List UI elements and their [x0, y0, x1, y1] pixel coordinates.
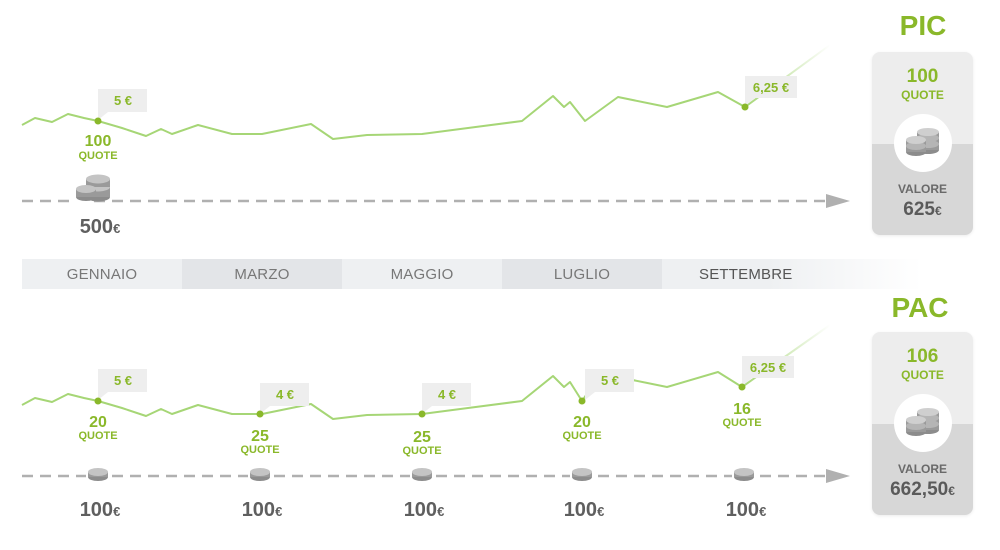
pic-price-tag-start: 5 € [98, 89, 147, 120]
pac-installment-point [256, 410, 264, 418]
month-label: MAGGIO [342, 259, 502, 289]
pac-installment-quote-num: 25 [251, 428, 269, 445]
arrow-right-icon [826, 194, 850, 208]
pac-card-valore-amount: 662,50€ [890, 479, 955, 500]
pac-installment-point [418, 410, 426, 418]
pic-card-quote-num: 100 [906, 66, 939, 87]
pac-installment-amount: 100€ [80, 499, 121, 521]
pac-result-card: 106 QUOTE VALORE 662,50€ [872, 332, 973, 515]
pic-buy-quote-num: 100 [85, 133, 112, 150]
pac-installment-point [94, 397, 102, 405]
month-bar: GENNAIO MARZO MAGGIO LUGLIO SETTEMBRE [22, 259, 922, 289]
pac-installment-amount: 100€ [564, 499, 605, 521]
pac-installment-5: 6,25 € 16 QUOTE [722, 356, 794, 429]
pac-installment-quote-label: QUOTE [562, 430, 601, 442]
pac-installment-amount: 100€ [242, 499, 283, 521]
pac-installment-quote-label: QUOTE [240, 444, 279, 456]
pac-installment-quote-num: 20 [89, 414, 107, 431]
month-label: MARZO [182, 259, 342, 289]
pic-buy-quote-label: QUOTE [78, 150, 117, 162]
month-label: GENNAIO [22, 259, 182, 289]
coins-stack-icon [894, 114, 952, 172]
pac-card-quote-label: QUOTE [901, 368, 944, 382]
coin-icon [248, 467, 272, 481]
pac-installment-price: 6,25 € [750, 360, 786, 375]
pac-installment-price: 5 € [114, 373, 132, 388]
pac-installment-quote-label: QUOTE [78, 430, 117, 442]
pac-installment-4: 5 € 20 QUOTE [562, 369, 634, 442]
coin-icon [732, 467, 756, 481]
pac-installment-amount: 100€ [726, 499, 767, 521]
pac-installment-quote-num: 25 [413, 429, 431, 446]
pac-installment-quote-label: QUOTE [722, 417, 761, 429]
coin-icon [410, 467, 434, 481]
pac-installment-price: 4 € [438, 387, 456, 402]
pac-installment-3: 4 € 25 QUOTE [402, 383, 471, 457]
pac-installment-point [578, 397, 586, 405]
pic-result-card: 100 QUOTE VALORE 625€ [872, 52, 973, 235]
pac-installment-price: 5 € [601, 373, 619, 388]
pic-card-quote-label: QUOTE [901, 88, 944, 102]
pac-title: PAC [891, 292, 949, 323]
month-label: LUGLIO [502, 259, 662, 289]
arrow-right-icon [826, 469, 850, 483]
pic-card-valore-label: VALORE [897, 182, 948, 196]
pac-installment-quote-label: QUOTE [402, 445, 441, 457]
pac-installment-2: 4 € 25 QUOTE [240, 383, 309, 456]
pac-installment-1: 5 € 20 QUOTE [78, 369, 147, 442]
pic-card-valore-amount: 625€ [903, 199, 942, 220]
pac-installment-price: 4 € [276, 387, 294, 402]
pic-title: PIC [899, 10, 947, 41]
pic-investment-amount: 500€ [80, 216, 121, 238]
pic-end-price: 6,25 € [753, 80, 789, 95]
pac-card-quote-num: 106 [906, 346, 939, 367]
pac-card-valore-label: VALORE [897, 462, 948, 476]
coin-icon [570, 467, 594, 481]
pic-buy-point [94, 117, 102, 125]
pic-buy-price: 5 € [114, 93, 132, 108]
pic-chart: 5 € 100 QUOTE 6,25 € 500€ [21, 44, 850, 238]
coins-stack-icon [72, 174, 110, 203]
pic-end-point [741, 103, 749, 111]
pac-installment-quote-num: 20 [573, 414, 591, 431]
month-label: SETTEMBRE [662, 259, 922, 289]
pic-price-tag-end: 6,25 € [745, 76, 797, 106]
coin-icon [86, 467, 110, 481]
pac-installment-quote-num: 16 [733, 401, 751, 418]
pac-installment-amount: 100€ [404, 499, 445, 521]
pac-installment-point [738, 383, 746, 391]
pac-chart: 5 € 20 QUOTE 4 € 25 QUOTE 4 € 25 QUOTE 5… [21, 324, 850, 521]
pic-price-line [21, 91, 746, 140]
coins-stack-icon [894, 394, 952, 452]
